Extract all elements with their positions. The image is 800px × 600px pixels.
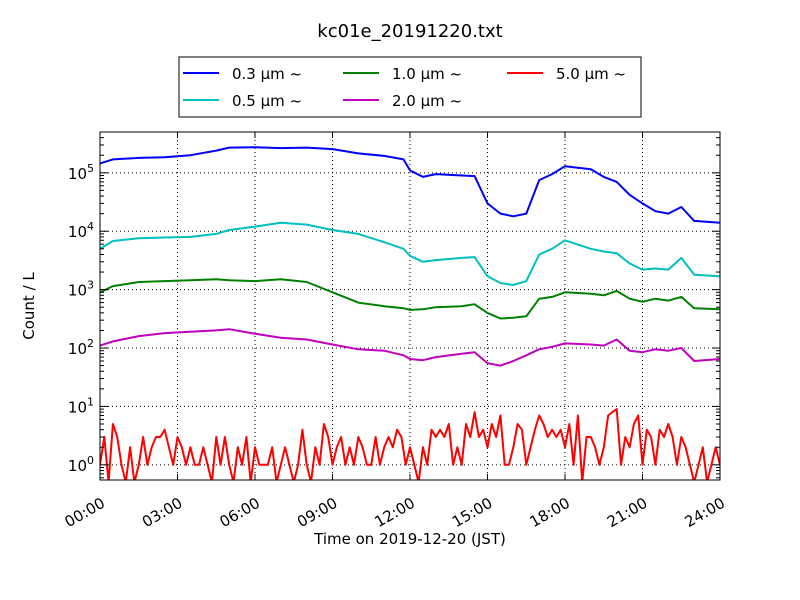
x-tick-label: 24:00 [682, 494, 728, 531]
x-tick-label: 03:00 [139, 494, 185, 531]
x-tick-label: 15:00 [449, 494, 495, 531]
y-tick-labels: 100 101 102 103 104 105 [68, 162, 94, 475]
legend-label: 5.0 µm ~ [556, 65, 626, 83]
x-tick-label: 09:00 [294, 494, 340, 531]
x-tick-label: 06:00 [217, 494, 263, 531]
chart-title: kc01e_20191220.txt [317, 21, 502, 42]
x-tick-label: 21:00 [604, 494, 650, 531]
y-tick-label: 105 [68, 162, 94, 183]
legend-label: 2.0 µm ~ [392, 92, 462, 110]
series-line-4 [100, 408, 720, 480]
series-line-2 [100, 278, 720, 320]
y-tick-label: 102 [68, 337, 94, 358]
legend-box [178, 56, 642, 118]
legend: 0.3 µm ~ 0.5 µm ~ 1.0 µm ~ 2.0 µm ~ 5.0 µm ~ [178, 56, 642, 118]
series-line-3 [100, 328, 720, 367]
grid [100, 132, 720, 480]
legend-label: 0.3 µm ~ [232, 65, 302, 83]
x-tick-label: 00:00 [62, 494, 108, 531]
series-line-0 [100, 146, 720, 224]
legend-label: 1.0 µm ~ [392, 65, 462, 83]
x-tick-label: 18:00 [527, 494, 573, 531]
y-tick-label: 100 [68, 454, 94, 475]
x-axis-label: Time on 2019-12-20 (JST) [313, 530, 506, 548]
legend-label: 0.5 µm ~ [232, 92, 302, 110]
y-tick-label: 101 [68, 395, 94, 416]
x-tick-labels: 00:00 03:00 06:00 09:00 12:00 15:00 18:00 21:00… [62, 494, 728, 531]
series-lines [100, 146, 720, 480]
plot-area [100, 132, 720, 480]
axis-ticks [99, 131, 721, 480]
y-axis-label: Count / L [20, 272, 38, 340]
y-tick-label: 104 [68, 220, 94, 241]
series-line-1 [100, 221, 720, 286]
x-tick-label: 12:00 [372, 494, 418, 531]
y-tick-label: 103 [68, 279, 94, 300]
